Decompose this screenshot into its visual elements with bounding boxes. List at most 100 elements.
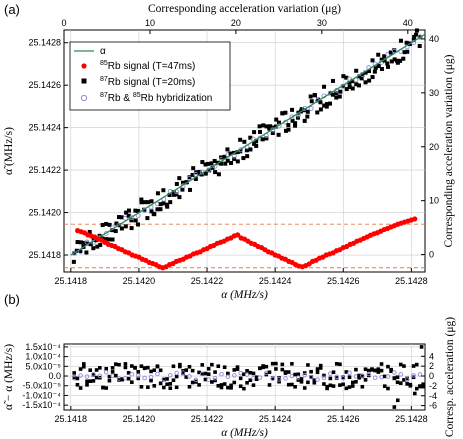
data-point-87rb bbox=[180, 180, 185, 185]
data-point-87rb bbox=[126, 213, 131, 218]
data-point-87rb bbox=[402, 50, 407, 55]
residual-point-87rb bbox=[254, 375, 259, 380]
residual-point-87rb bbox=[149, 378, 153, 383]
residual-point-87rb bbox=[213, 370, 217, 374]
residual-point-87rb bbox=[421, 384, 425, 389]
y-tick-label-b: -5.0x10⁻⁵ bbox=[22, 381, 61, 391]
x-axis-title-b: α (MHz/s) bbox=[221, 427, 268, 439]
x-tick-label-a: 25.1426 bbox=[327, 276, 360, 286]
data-point-87rb bbox=[360, 72, 365, 77]
residual-point-87rb bbox=[123, 365, 128, 370]
data-point-87rb bbox=[318, 107, 323, 112]
residual-point-87rb bbox=[75, 376, 80, 381]
residual-point-87rb bbox=[286, 382, 291, 387]
data-point-hybrid bbox=[231, 153, 237, 159]
residual-point-87rb bbox=[155, 364, 160, 369]
data-point-hybrid bbox=[71, 250, 77, 256]
residual-point-87rb bbox=[382, 374, 387, 379]
residual-point-87rb bbox=[178, 362, 182, 367]
residual-point-hybrid bbox=[270, 376, 275, 382]
data-point-87rb bbox=[107, 237, 112, 242]
residual-point-87rb bbox=[136, 370, 141, 374]
residual-point-87rb bbox=[270, 361, 275, 366]
residual-point-hybrid bbox=[372, 375, 378, 381]
residual-point-hybrid bbox=[78, 373, 83, 378]
residual-point-87rb bbox=[130, 380, 134, 385]
residual-point-87rb bbox=[142, 366, 147, 371]
data-point-87rb bbox=[324, 102, 329, 107]
panel-a-chart: 25.1418 25.1420 25.1422 25.1424 25.1426 25.14… bbox=[3, 3, 455, 301]
residual-point-87rb bbox=[197, 383, 201, 387]
data-point-87rb bbox=[104, 221, 109, 226]
legend-marker-87rb bbox=[81, 78, 87, 84]
data-point-87rb bbox=[274, 117, 279, 122]
data-point-87rb bbox=[305, 114, 310, 119]
residual-point-87rb bbox=[363, 378, 368, 382]
data-point-87rb bbox=[337, 94, 342, 99]
data-point-87rb bbox=[350, 86, 355, 91]
data-point-87rb bbox=[363, 70, 368, 75]
residual-point-87rb bbox=[216, 384, 221, 388]
data-point-87rb bbox=[356, 83, 361, 88]
residual-point-87rb bbox=[235, 367, 240, 371]
x-tick-label-a: 25.1424 bbox=[259, 276, 292, 286]
panel-label-a: (a) bbox=[4, 2, 20, 17]
data-point-87rb bbox=[267, 126, 272, 131]
data-point-87rb bbox=[161, 188, 166, 193]
residual-point-87rb bbox=[117, 362, 121, 367]
residual-point-87rb bbox=[386, 386, 390, 391]
data-point-87rb bbox=[257, 124, 262, 129]
y-axis-title-a: α̃ (MHz/s) bbox=[3, 127, 15, 175]
right-tick-label-b: 0 bbox=[429, 371, 434, 381]
residual-point-hybrid bbox=[353, 374, 359, 379]
data-point-87rb bbox=[302, 118, 307, 123]
residual-point-87rb bbox=[412, 391, 417, 396]
data-point-87rb bbox=[200, 160, 205, 165]
residual-point-87rb bbox=[293, 384, 297, 389]
residual-point-87rb bbox=[210, 362, 214, 367]
data-point-87rb bbox=[213, 170, 218, 175]
residual-point-87rb bbox=[238, 384, 243, 389]
right-tick-label-a: 10 bbox=[429, 196, 439, 206]
residual-point-87rb bbox=[379, 362, 384, 366]
residual-point-87rb bbox=[139, 364, 144, 368]
data-point-87rb bbox=[203, 162, 208, 167]
data-point-87rb bbox=[187, 175, 192, 180]
residual-point-87rb bbox=[152, 368, 157, 373]
residual-point-87rb bbox=[200, 363, 205, 367]
x-tick-label-b: 25.1420 bbox=[123, 414, 156, 424]
residual-point-87rb bbox=[219, 385, 224, 390]
residual-point-87rb bbox=[334, 376, 339, 380]
residual-point-hybrid bbox=[321, 375, 327, 381]
residual-point-87rb bbox=[347, 375, 352, 379]
data-point-87rb bbox=[203, 171, 208, 176]
residual-point-87rb bbox=[75, 382, 80, 387]
data-point-87rb bbox=[241, 156, 246, 161]
data-point-87rb bbox=[88, 242, 93, 247]
residual-point-87rb bbox=[331, 370, 336, 375]
residual-point-87rb bbox=[216, 364, 221, 369]
data-point-87rb bbox=[309, 99, 314, 104]
data-point-87rb bbox=[235, 150, 240, 155]
data-point-87rb bbox=[354, 68, 359, 73]
data-point-87rb bbox=[398, 58, 403, 63]
residual-point-87rb bbox=[306, 363, 310, 367]
residual-point-87rb bbox=[219, 383, 224, 387]
residual-point-87rb bbox=[190, 368, 195, 373]
residual-point-87rb bbox=[414, 362, 419, 367]
residual-point-hybrid bbox=[360, 373, 365, 378]
y-tick-label-a: 25.1422 bbox=[28, 165, 61, 175]
residual-point-87rb bbox=[350, 384, 355, 388]
residual-point-hybrid bbox=[276, 377, 282, 382]
residual-point-87rb bbox=[421, 382, 425, 387]
data-point-87rb bbox=[376, 52, 381, 57]
residual-point-87rb bbox=[178, 364, 182, 369]
residual-point-87rb bbox=[139, 384, 144, 389]
residual-point-87rb bbox=[331, 384, 336, 388]
y-tick-label-b: 1.0x10⁻⁴ bbox=[25, 352, 61, 362]
data-point-87rb bbox=[197, 169, 202, 174]
data-point-87rb bbox=[78, 240, 83, 245]
top-tick-label: 40 bbox=[403, 18, 413, 28]
top-tick-label: 0 bbox=[61, 18, 66, 28]
data-point-87rb bbox=[322, 84, 327, 89]
